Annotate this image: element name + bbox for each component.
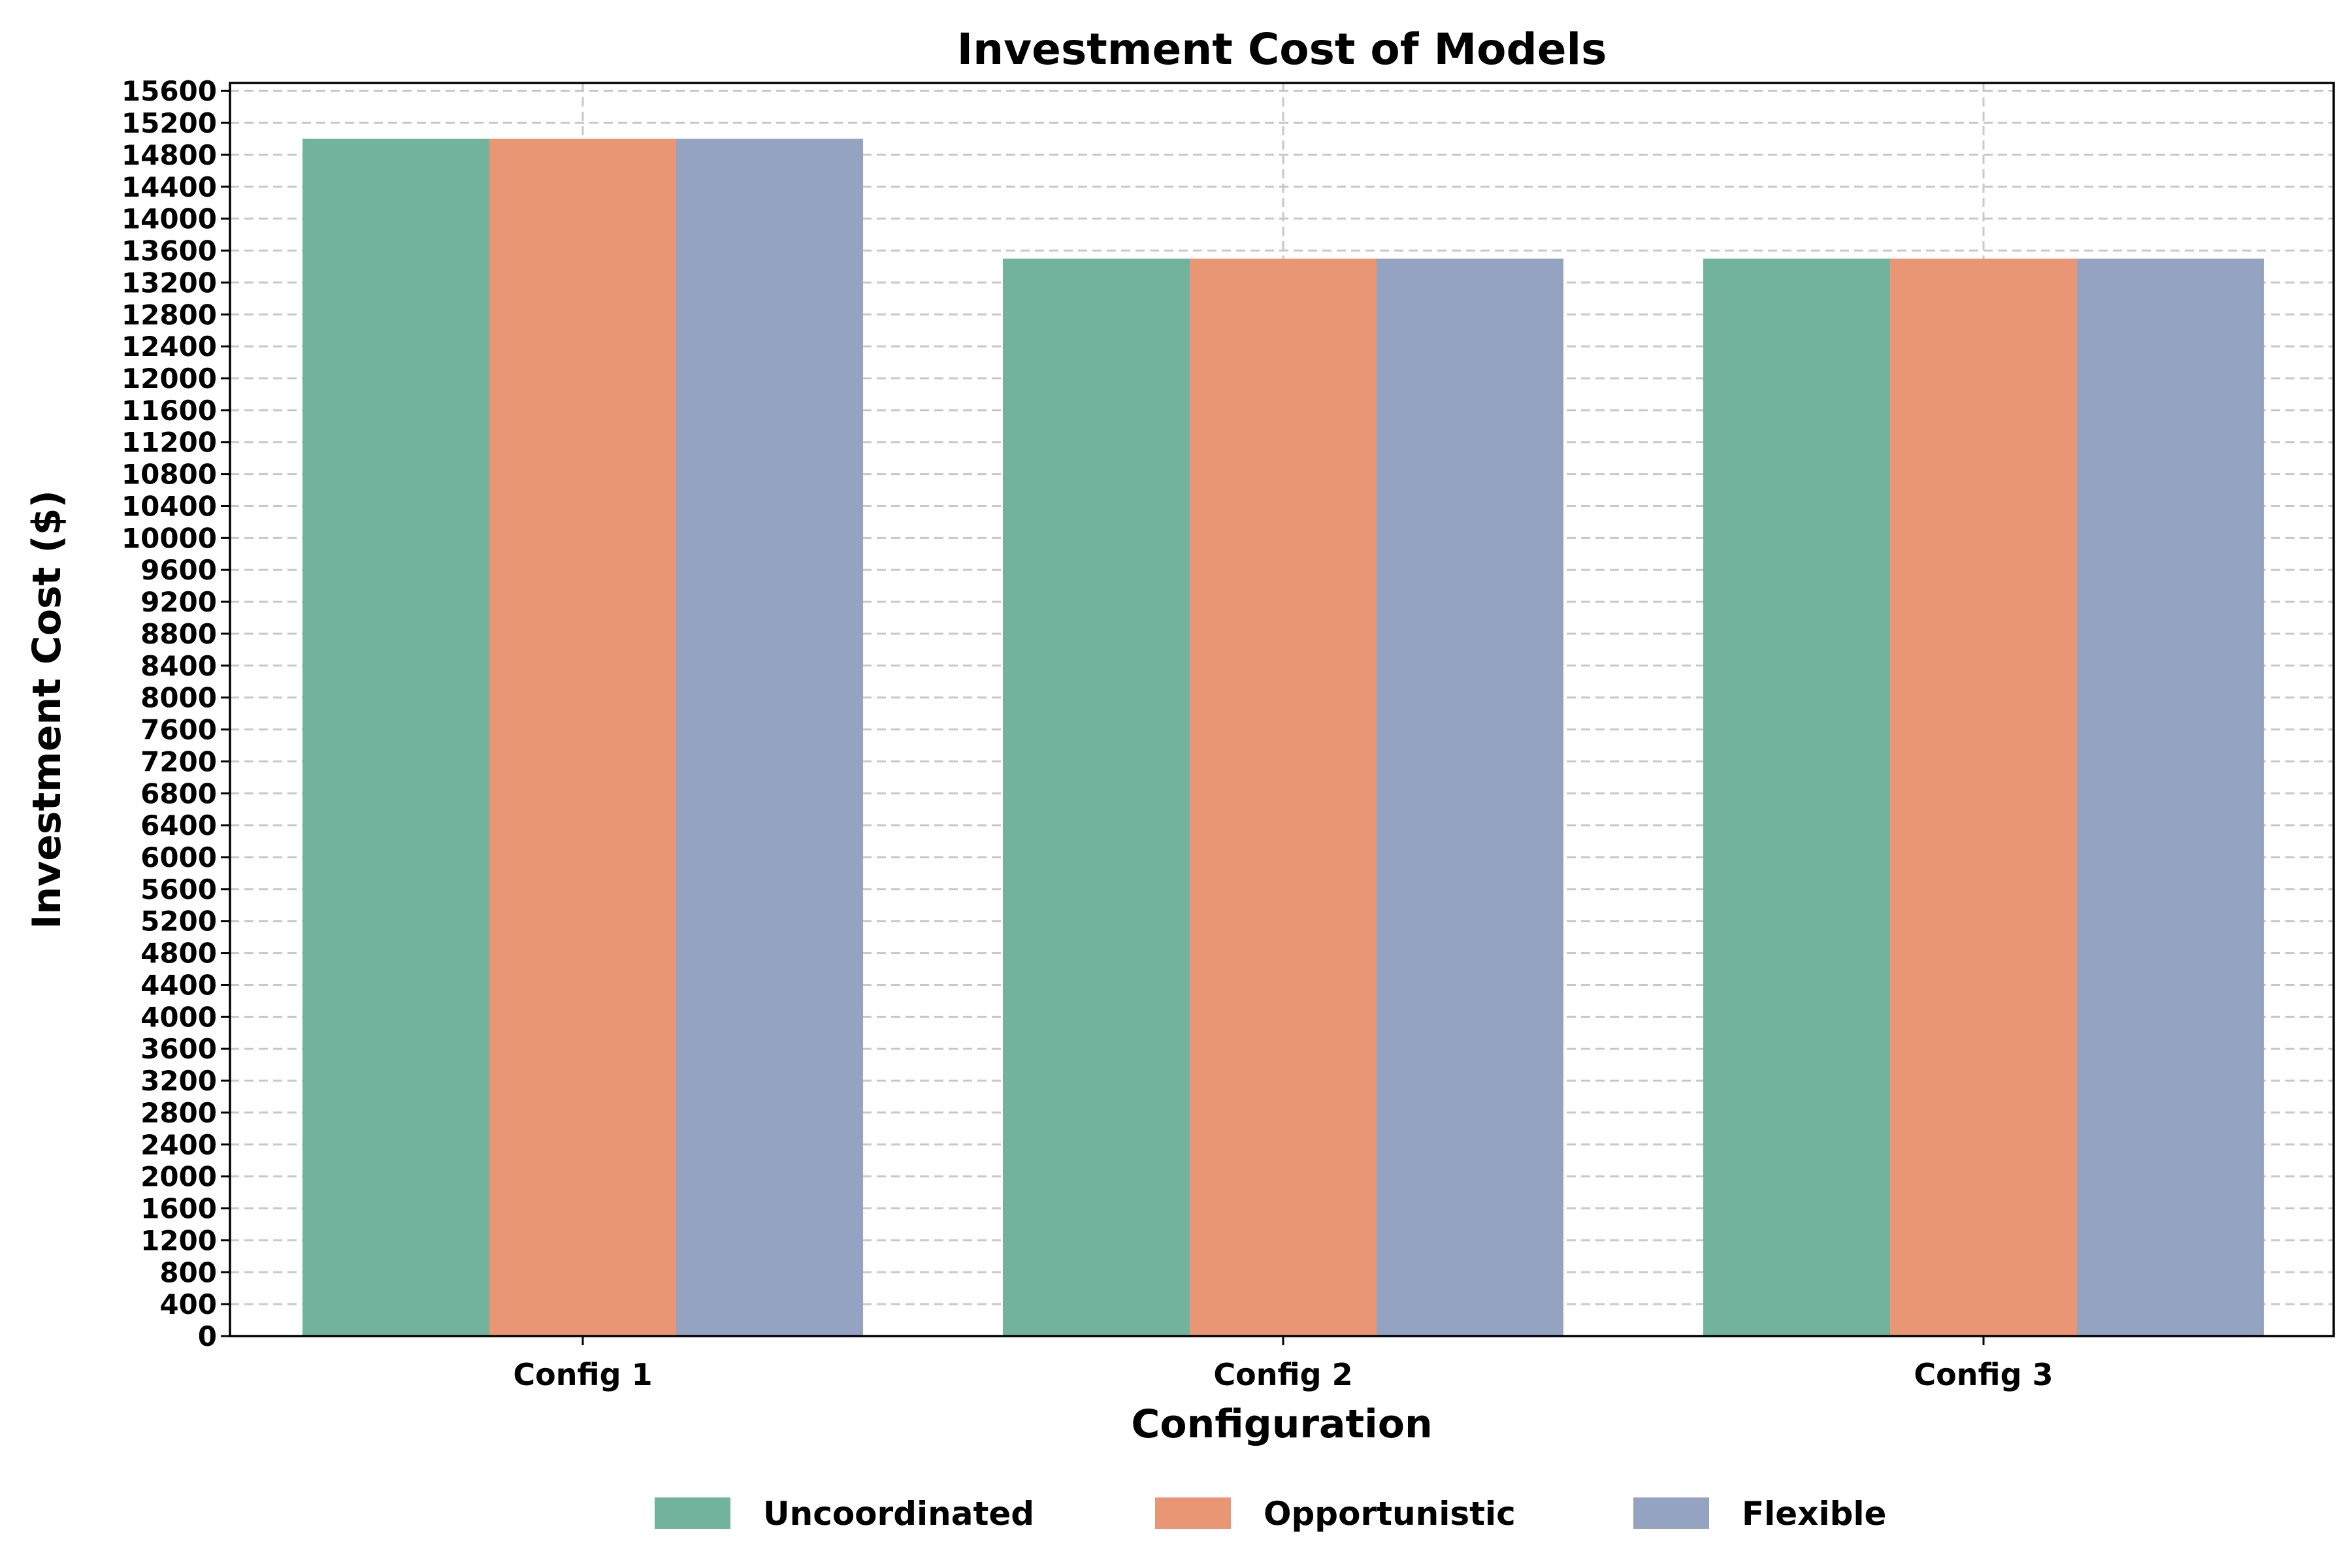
bar-opportunistic-1	[489, 139, 676, 1337]
y-tick-label: 4800	[140, 938, 217, 970]
y-tick-label: 6400	[140, 809, 217, 841]
chart-title: Investment Cost of Models	[957, 24, 1607, 74]
legend-swatch-uncoordinated	[655, 1497, 730, 1529]
y-tick-label: 2400	[140, 1129, 217, 1161]
y-tick-label: 1600	[140, 1193, 217, 1225]
bar-flexible-3	[2077, 258, 2264, 1336]
y-tick-label: 7600	[140, 714, 217, 746]
y-tick-label: 12000	[122, 363, 217, 395]
y-tick-label: 15200	[122, 107, 217, 139]
y-tick-label: 10800	[122, 459, 217, 491]
x-tick-label: Config 1	[513, 1357, 652, 1392]
y-axis: 0400800120016002000240028003200360040004…	[122, 75, 230, 1352]
y-tick-label: 0	[198, 1320, 217, 1352]
bar-flexible-1	[676, 139, 863, 1337]
bar-opportunistic-3	[1890, 258, 2077, 1336]
bar-uncoordinated-2	[1003, 258, 1190, 1336]
y-tick-label: 3600	[140, 1033, 217, 1065]
y-tick-label: 8400	[140, 650, 217, 682]
bar-opportunistic-2	[1190, 258, 1377, 1336]
y-axis-label: Investment Cost ($)	[24, 490, 70, 929]
legend-label-uncoordinated: Uncoordinated	[763, 1495, 1034, 1533]
y-tick-label: 14400	[122, 171, 217, 203]
y-tick-label: 14800	[122, 139, 217, 171]
y-tick-label: 4000	[140, 1001, 217, 1033]
y-tick-label: 8000	[140, 682, 217, 714]
legend: Uncoordinated Opportunistic Flexible	[655, 1495, 1886, 1533]
legend-swatch-flexible	[1633, 1497, 1709, 1529]
bar-uncoordinated-1	[302, 139, 489, 1337]
x-axis-label: Configuration	[1131, 1401, 1432, 1447]
y-tick-label: 2000	[140, 1161, 217, 1193]
y-tick-label: 12800	[122, 299, 217, 331]
y-tick-label: 2800	[140, 1097, 217, 1129]
y-tick-label: 5200	[140, 906, 217, 938]
y-tick-label: 13200	[122, 267, 217, 299]
y-tick-label: 800	[159, 1256, 217, 1288]
y-tick-label: 3200	[140, 1065, 217, 1097]
y-tick-label: 7200	[140, 745, 217, 777]
plot-frame	[229, 82, 2335, 1337]
x-tick-label: Config 2	[1213, 1357, 1352, 1392]
legend-swatch-opportunistic	[1155, 1497, 1231, 1529]
y-tick-label: 6800	[140, 777, 217, 809]
y-tick-label: 6000	[140, 841, 217, 874]
x-tick-label: Config 3	[1914, 1357, 2053, 1392]
bar-flexible-2	[1377, 258, 1563, 1336]
legend-label-opportunistic: Opportunistic	[1264, 1495, 1516, 1533]
y-tick-label: 14000	[122, 203, 217, 235]
y-tick-label: 10000	[122, 522, 217, 554]
y-tick-label: 4400	[140, 969, 217, 1001]
bars-layer	[302, 139, 2264, 1337]
y-tick-label: 11600	[122, 395, 217, 427]
y-tick-label: 5600	[140, 874, 217, 906]
bar-uncoordinated-3	[1703, 258, 1890, 1336]
y-tick-label: 1200	[140, 1224, 217, 1256]
x-axis: Config 1 Config 2 Config 3	[513, 1336, 2053, 1392]
y-tick-label: 9200	[140, 586, 217, 618]
y-tick-label: 9600	[140, 554, 217, 586]
y-tick-label: 400	[159, 1288, 217, 1320]
legend-label-flexible: Flexible	[1742, 1495, 1886, 1533]
y-tick-label: 8800	[140, 618, 217, 650]
y-tick-label: 10400	[122, 490, 217, 522]
y-tick-label: 11200	[122, 427, 217, 459]
y-tick-label: 12400	[122, 331, 217, 363]
y-tick-label: 13600	[122, 235, 217, 267]
y-tick-label: 15600	[122, 75, 217, 107]
